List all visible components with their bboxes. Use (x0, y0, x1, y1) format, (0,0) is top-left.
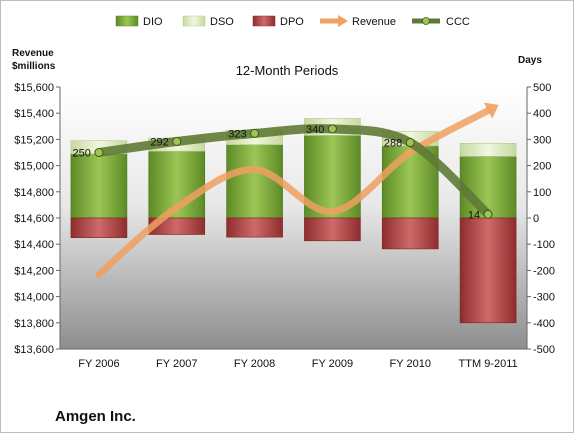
bar-dpo (381, 217, 439, 250)
ccc-data-label: 288 (384, 138, 402, 150)
y-left-label-line1: Revenue (12, 48, 54, 59)
ccc-point (172, 136, 182, 146)
ccc-point (483, 209, 493, 219)
legend-item-revenue: Revenue (320, 15, 396, 28)
y-right-tick-label: 500 (533, 82, 551, 94)
legend-label-dso: DSO (210, 16, 234, 28)
bar-dso (459, 143, 517, 157)
legend-marker-ccc (422, 17, 430, 25)
x-tick-label: TTM 9-2011 (459, 358, 518, 370)
y-left-tick-label: $13,800 (14, 318, 54, 330)
ccc-point (327, 124, 337, 134)
bar-dio (70, 153, 128, 219)
y-right-tick-label: -100 (533, 239, 555, 251)
x-tick-label: FY 2006 (78, 358, 119, 370)
x-tick-label: FY 2009 (312, 358, 353, 370)
y-axis-left: $13,600 $13,800 $14,000 $14,200 $14,400 $14,6… (14, 82, 61, 356)
legend-swatch-dio (115, 15, 139, 27)
bar-dpo (226, 217, 283, 238)
y-left-label-line2: $millions (12, 61, 56, 72)
ccc-point (94, 148, 104, 157)
y-left-tick-label: $13,600 (14, 344, 54, 356)
bar-dpo (70, 217, 128, 238)
y-left-tick-label: $14,400 (14, 239, 54, 251)
company-name: Amgen Inc. (55, 408, 136, 425)
y-right-tick-label: -400 (533, 318, 555, 330)
y-left-tick-label: $14,200 (14, 265, 54, 277)
bar-dpo (459, 217, 517, 324)
y-right-tick-label: 400 (533, 108, 551, 120)
ccc-data-label: 292 (150, 136, 168, 148)
y-right-tick-label: 0 (533, 213, 539, 225)
x-tick-label: FY 2008 (234, 358, 275, 370)
y-right-tick-label: -500 (533, 344, 555, 356)
legend-item-dso: DSO (182, 15, 234, 28)
y-right-label: Days (518, 55, 542, 66)
legend-label-revenue: Revenue (352, 16, 396, 28)
legend-swatch-dpo (252, 15, 276, 27)
y-left-tick-label: $14,600 (14, 213, 54, 225)
revenue-arrowhead (483, 102, 499, 119)
ccc-data-label: 14 (468, 209, 480, 221)
lines-layer: 250 292 323 340 288 14 (73, 102, 499, 278)
legend-swatch-dso (182, 15, 206, 27)
chart-title: 12-Month Periods (236, 63, 339, 78)
y-left-tick-label: $15,000 (14, 161, 54, 173)
legend-label-dio: DIO (143, 16, 163, 28)
ccc-point (250, 128, 260, 138)
y-right-tick-label: -200 (533, 265, 555, 277)
legend: DIO DSO DPO Revenue CCC (115, 15, 470, 28)
ccc-point (405, 138, 415, 148)
legend-item-dio: DIO (115, 15, 163, 28)
x-axis: FY 2006 FY 2007 FY 2008 FY 2009 FY 2010 TTM 9… (60, 348, 527, 370)
legend-item-dpo: DPO (252, 15, 304, 28)
legend-label-ccc: CCC (446, 16, 470, 28)
y-left-tick-label: $14,000 (14, 292, 54, 304)
y-left-tick-label: $15,200 (14, 134, 54, 146)
y-right-tick-label: 100 (533, 187, 551, 199)
ccc-data-label: 340 (306, 124, 324, 136)
y-axis-right: -500 -400 -300 -200 -100 0 100 200 300 400 500 (526, 82, 555, 356)
bars-layer (70, 118, 517, 324)
y-right-tick-label: 200 (533, 161, 551, 173)
y-left-tick-label: $15,600 (14, 82, 54, 94)
legend-label-dpo: DPO (280, 16, 304, 28)
x-tick-label: FY 2007 (156, 358, 197, 370)
legend-item-ccc: CCC (412, 16, 470, 28)
y-right-tick-label: 300 (533, 134, 551, 146)
y-left-tick-label: $15,400 (14, 108, 54, 120)
x-tick-label: FY 2010 (390, 358, 431, 370)
y-right-tick-label: -300 (533, 292, 555, 304)
y-left-tick-label: $14,800 (14, 187, 54, 199)
bar-dio (226, 144, 283, 219)
ccc-data-label: 250 (73, 148, 91, 160)
ccc-data-label: 323 (228, 128, 246, 140)
legend-arrow-revenue (338, 15, 348, 27)
bar-dpo (304, 217, 361, 242)
